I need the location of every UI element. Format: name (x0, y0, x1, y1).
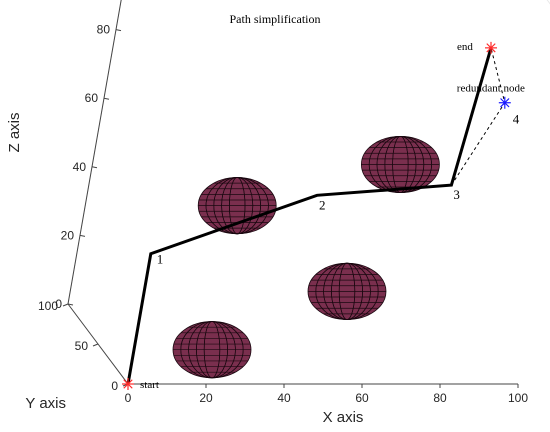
marker-stroke (123, 379, 133, 389)
z-tick-label: 20 (61, 228, 75, 242)
labels: Path simplification 1 2 3 end start 4 redundant… (140, 12, 525, 391)
x-tick-label: 20 (199, 391, 213, 405)
x-tick-label: 80 (433, 391, 447, 405)
z-tick-label: 80 (97, 23, 111, 37)
marker-stroke (500, 98, 510, 108)
z-tick-mark (91, 166, 98, 169)
z-tick-mark (79, 234, 86, 237)
node-label: 1 (157, 252, 164, 267)
end-marker (485, 41, 497, 54)
x-tick-label: 40 (277, 391, 291, 405)
start-marker (122, 378, 134, 390)
sphere-meridian (205, 177, 269, 235)
redundant-node-number: 4 (513, 112, 520, 127)
y-tick-mark (92, 343, 99, 347)
z-tick-label: 40 (73, 160, 87, 174)
x-tick-label: 0 (125, 391, 132, 405)
node-label: 3 (453, 187, 460, 202)
plot-box (68, 0, 550, 384)
start-label: start (140, 379, 159, 391)
y-tick-label: 50 (75, 339, 89, 353)
z-tick-label: 60 (85, 91, 99, 105)
y-tick-label: 0 (111, 379, 118, 393)
sphere-meridian (180, 321, 244, 379)
x-axis-title: X axis (323, 409, 364, 426)
node-label: end (457, 41, 473, 53)
z-axis-line (67, 0, 122, 305)
z-tick-label: 0 (55, 297, 62, 311)
redundant-node-marker (498, 96, 511, 109)
obstacles (172, 135, 440, 379)
x-tick-label: 100 (508, 391, 528, 405)
node-label: 2 (319, 197, 326, 212)
z-tick-mark (115, 29, 122, 32)
marker-stroke (486, 43, 496, 53)
z-tick-mark (67, 303, 74, 306)
z-axis-title: Z axis (6, 112, 23, 152)
markers (122, 41, 511, 390)
z-tick-mark (103, 97, 110, 100)
y-tick-label: 100 (38, 299, 58, 313)
simplified-path-line (126, 47, 493, 385)
x-tick-label: 60 (355, 391, 369, 405)
sphere-meridian (315, 262, 379, 320)
y-axis-title: Y axis (25, 395, 66, 412)
obstacle-sphere-2 (172, 321, 252, 379)
sphere-meridian (368, 136, 432, 193)
obstacle-sphere-3 (307, 262, 387, 320)
redundant-node-label: redundant node (457, 83, 525, 95)
obstacle-sphere-4 (360, 135, 440, 194)
y-tick-mark (62, 303, 69, 307)
chart-title: Path simplification (230, 12, 321, 26)
obstacle-sphere-1 (197, 177, 277, 235)
